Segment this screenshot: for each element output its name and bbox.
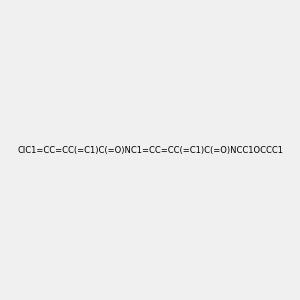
Text: ClC1=CC=CC(=C1)C(=O)NC1=CC=CC(=C1)C(=O)NCC1OCCC1: ClC1=CC=CC(=C1)C(=O)NC1=CC=CC(=C1)C(=O)N… bbox=[17, 146, 283, 154]
